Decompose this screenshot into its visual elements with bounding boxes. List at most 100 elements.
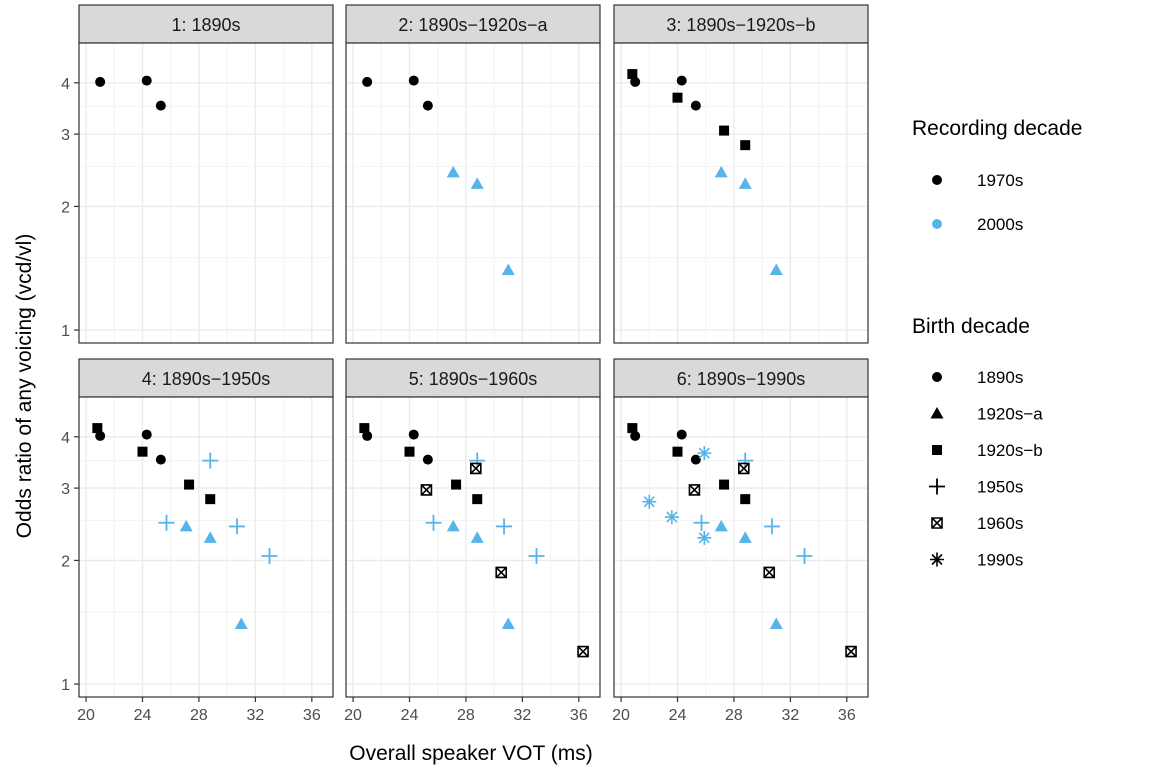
data-point: [92, 423, 103, 434]
data-point: [203, 531, 217, 543]
data-point: [496, 518, 513, 535]
data-point: [630, 430, 641, 441]
data-point: [141, 75, 152, 86]
data-point: [676, 75, 687, 86]
data-point: [229, 518, 246, 535]
x-tick-label: 28: [190, 707, 208, 724]
data-point: [690, 100, 701, 111]
legend-recording-decade: Recording decade 1970s 2000s: [912, 117, 1082, 234]
data-point: [738, 177, 752, 189]
data-point: [676, 429, 687, 440]
data-point: [719, 479, 730, 490]
data-point: [688, 484, 701, 496]
x-tick-label: 24: [134, 707, 152, 724]
legend-key: [932, 175, 942, 185]
data-point: [359, 423, 370, 434]
x-tick-label: 20: [344, 707, 362, 724]
data-point: [184, 479, 195, 490]
panel-strip-label: 1: 1890s: [171, 15, 240, 35]
data-point: [408, 75, 419, 86]
data-point: [769, 263, 783, 276]
panel-strip-label: 5: 1890s−1960s: [409, 369, 538, 389]
panel-2: 2: 1890s−1920s−a: [345, 4, 601, 344]
x-tick-label: 20: [77, 707, 95, 724]
data-point: [362, 430, 373, 441]
legend-key: [931, 517, 943, 529]
panel-strip: [78, 358, 334, 398]
panel-strip-label: 2: 1890s−1920s−a: [398, 15, 548, 35]
data-point: [425, 514, 442, 531]
panel-points: [627, 69, 783, 276]
data-point: [740, 494, 751, 505]
panel-points: [92, 423, 278, 630]
data-point: [234, 617, 248, 630]
legend-label: 1950s: [977, 478, 1023, 497]
data-point: [501, 617, 515, 630]
panel-3: 3: 1890s−1920s−b: [613, 4, 869, 344]
y-tick-label: 1: [61, 677, 70, 694]
data-point: [627, 423, 638, 434]
data-point: [501, 263, 515, 276]
y-tick-label: 3: [61, 481, 70, 498]
data-point: [422, 454, 433, 465]
data-point: [528, 548, 545, 565]
panel-plot-area: [79, 43, 333, 343]
data-point: [697, 446, 712, 461]
legend-key: [929, 478, 945, 495]
x-tick-label: 32: [781, 707, 799, 724]
data-point: [769, 617, 783, 630]
data-point: [202, 452, 219, 469]
data-point: [627, 69, 638, 80]
data-point: [404, 446, 415, 457]
panel-points: [359, 423, 589, 658]
panel-plot-area: [346, 43, 600, 343]
legend-key: [932, 445, 942, 455]
panel-plot-area: [614, 397, 868, 697]
data-point: [179, 519, 193, 532]
panel-border: [345, 396, 601, 698]
data-point: [764, 518, 781, 535]
panel-strip: [78, 4, 334, 44]
legend-label: 1920s−b: [977, 441, 1043, 460]
x-tick-label: 32: [513, 707, 531, 724]
x-tick-label: 28: [725, 707, 743, 724]
data-point: [740, 140, 751, 151]
legend-label: 1960s: [977, 514, 1023, 533]
data-point: [362, 76, 373, 87]
x-tick-label: 24: [401, 707, 419, 724]
data-point: [446, 519, 460, 532]
data-point: [714, 519, 728, 532]
data-point: [845, 645, 857, 658]
panel-plot-area: [79, 397, 333, 697]
data-point: [577, 645, 589, 658]
y-tick-label: 2: [61, 553, 70, 570]
x-tick-label: 32: [246, 707, 264, 724]
legend-birth-decade: Birth decade 1890s 1920s−a 1920s−b 1950s 1960…: [912, 315, 1043, 570]
data-point: [690, 454, 701, 465]
panel-border: [78, 396, 334, 698]
panel-border: [78, 42, 334, 344]
legend-label: 2000s: [977, 215, 1023, 234]
panel-border: [613, 396, 869, 698]
data-point: [672, 446, 683, 457]
panel-points: [627, 423, 857, 658]
data-point: [470, 177, 484, 189]
y-tick-label: 4: [61, 76, 70, 93]
panel-points: [95, 75, 166, 111]
panel-1: 1: 1890s 1 2 3 4: [61, 4, 334, 344]
data-point: [451, 479, 462, 490]
data-point: [470, 531, 484, 543]
x-tick-label: 28: [457, 707, 475, 724]
data-point: [158, 514, 175, 531]
data-point: [630, 76, 641, 87]
data-point: [796, 548, 813, 565]
data-point: [672, 92, 683, 103]
legend-title: Birth decade: [912, 315, 1030, 338]
data-point: [472, 494, 483, 505]
data-point: [155, 454, 166, 465]
data-point: [763, 566, 776, 579]
y-axis-title: Odds ratio of any voicing (vcd/vl): [13, 234, 36, 539]
legend-title: Recording decade: [912, 117, 1082, 140]
data-point: [95, 430, 106, 441]
x-tick-label: 36: [303, 707, 321, 724]
